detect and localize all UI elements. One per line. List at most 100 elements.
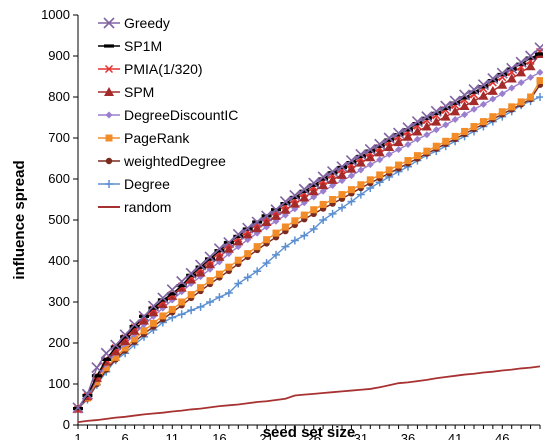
- marker-stroke: [383, 132, 395, 144]
- data-point: [82, 393, 93, 398]
- data-point: [385, 166, 393, 174]
- y-tick-label: 500: [48, 212, 70, 227]
- data-point: [187, 291, 195, 299]
- data-point: [101, 357, 112, 361]
- data-point: [129, 325, 140, 335]
- data-point: [261, 210, 273, 222]
- data-point: [205, 259, 215, 269]
- data-point: [525, 50, 537, 62]
- x-tick-label: 11: [166, 431, 180, 440]
- data-point: [177, 310, 186, 319]
- marker-stroke: [251, 216, 263, 228]
- data-point: [337, 169, 347, 179]
- legend-item-pmia-1-320: PMIA(1/320): [98, 61, 203, 77]
- y-tick-label: 300: [48, 294, 70, 309]
- data-point: [205, 257, 215, 261]
- data-point: [166, 284, 178, 296]
- data-point: [243, 273, 252, 282]
- marker-stroke: [232, 228, 244, 240]
- data-point: [517, 79, 525, 87]
- data-point: [327, 166, 339, 178]
- data-point: [487, 79, 498, 83]
- marker-stroke: [459, 89, 471, 101]
- data-point: [525, 61, 536, 71]
- data-point: [319, 187, 327, 195]
- data-point: [178, 298, 186, 306]
- data-point: [497, 79, 508, 89]
- data-point: [411, 116, 423, 128]
- data-point: [393, 127, 405, 139]
- data-point: [157, 298, 168, 302]
- y-tick-label: 200: [48, 335, 70, 350]
- data-point: [498, 90, 506, 98]
- data-point: [300, 231, 309, 240]
- data-point: [374, 138, 386, 150]
- data-point: [291, 217, 299, 225]
- data-point: [478, 90, 489, 100]
- data-point: [185, 267, 197, 279]
- data-point: [176, 284, 187, 288]
- data-point: [461, 111, 469, 119]
- marker-stroke: [104, 64, 114, 74]
- data-point: [213, 243, 225, 255]
- data-point: [289, 198, 300, 208]
- data-point: [477, 79, 489, 91]
- data-point: [431, 116, 442, 126]
- data-point: [347, 172, 355, 180]
- data-point: [281, 242, 290, 251]
- data-point: [487, 72, 499, 85]
- marker-stroke: [204, 251, 216, 263]
- series-pagerank: [74, 77, 543, 413]
- marker-stroke: [289, 189, 301, 201]
- data-point: [404, 157, 412, 165]
- legend-label: Degree: [124, 176, 170, 192]
- data-point: [376, 156, 384, 164]
- marker-stroke: [402, 122, 414, 134]
- legend: Greedy SP1M PMIA(1/320) SPM DegreeDiscountIC…: [98, 15, 238, 215]
- series-line: [77, 365, 541, 424]
- data-point: [195, 265, 206, 269]
- data-point: [347, 197, 356, 206]
- legend-label: Greedy: [124, 15, 170, 31]
- data-point: [440, 100, 452, 112]
- x-tick-label: 31: [354, 431, 368, 440]
- data-point: [100, 347, 112, 359]
- data-point: [120, 335, 131, 345]
- data-point: [421, 121, 432, 131]
- data-point: [364, 143, 376, 156]
- data-point: [357, 181, 365, 189]
- data-point: [469, 90, 479, 94]
- marker-stroke: [468, 84, 480, 96]
- data-point: [412, 126, 423, 136]
- data-point: [527, 93, 535, 101]
- data-point: [308, 183, 319, 187]
- marker-stroke: [147, 300, 159, 312]
- data-point: [308, 186, 319, 196]
- y-axis-label: influence spread: [11, 160, 28, 279]
- data-point: [383, 132, 395, 144]
- data-point: [290, 236, 299, 245]
- data-point: [186, 274, 197, 284]
- marker-stroke: [176, 275, 188, 288]
- data-point: [517, 98, 525, 106]
- data-point: [346, 163, 357, 173]
- legend-item-weighteddegree: weightedDegree: [98, 153, 226, 169]
- data-point: [214, 249, 225, 253]
- marker-stroke: [223, 236, 235, 249]
- data-point: [498, 108, 506, 116]
- data-point: [253, 243, 261, 251]
- data-point: [299, 189, 310, 193]
- data-point: [289, 195, 300, 200]
- data-point: [289, 189, 301, 201]
- data-point: [432, 126, 440, 134]
- data-point: [450, 106, 461, 116]
- legend-swatch-marker: [105, 134, 113, 142]
- data-point: [140, 327, 148, 335]
- data-point: [272, 229, 280, 237]
- data-point: [206, 298, 214, 306]
- legend-swatch-marker: [104, 44, 114, 48]
- data-point: [376, 171, 384, 179]
- data-point: [506, 62, 518, 74]
